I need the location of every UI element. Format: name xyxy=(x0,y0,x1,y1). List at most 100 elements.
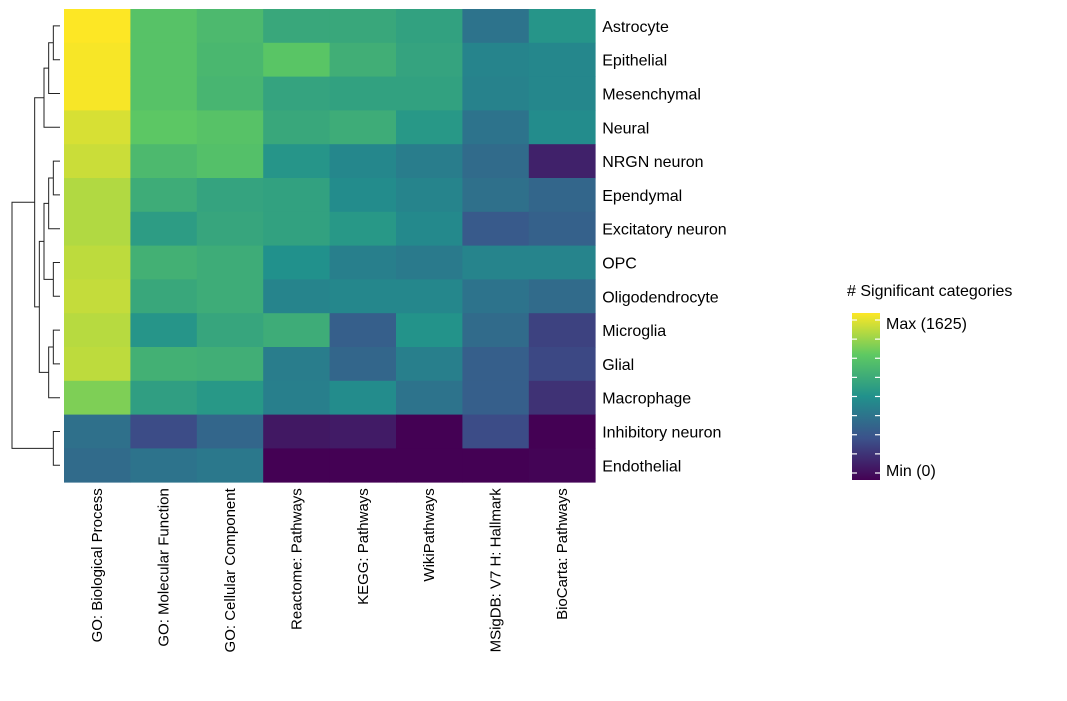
heatmap-cell xyxy=(329,414,397,449)
heatmap-cell xyxy=(263,9,330,44)
heatmap-cell xyxy=(329,245,397,280)
heatmap-cell xyxy=(528,448,596,483)
heatmap-cell xyxy=(196,178,264,213)
column-label: WikiPathways xyxy=(421,488,438,581)
heatmap-cell xyxy=(64,448,131,483)
heatmap-cell xyxy=(130,313,198,348)
heatmap-cell xyxy=(528,9,596,44)
column-labels: GO: Biological Process GO: Molecular Func… xyxy=(89,487,571,652)
heatmap-cell xyxy=(462,347,530,382)
heatmap-cell xyxy=(329,110,397,145)
heatmap-cell xyxy=(196,279,264,314)
legend-title: # Significant categories xyxy=(847,283,1012,300)
row-label: OPC xyxy=(602,256,637,273)
heatmap-cell xyxy=(130,110,198,145)
column-label: BioCarta: Pathways xyxy=(554,488,571,620)
heatmap-cell xyxy=(462,110,530,145)
heatmap-cell xyxy=(528,211,596,246)
heatmap-cell xyxy=(64,211,131,246)
heatmap-cell xyxy=(64,347,131,382)
heatmap-cell xyxy=(329,42,397,77)
heatmap-cell xyxy=(130,42,198,77)
column-label: GO: Biological Process xyxy=(89,488,106,642)
heatmap-cell xyxy=(196,448,264,483)
heatmap-cell xyxy=(130,347,198,382)
heatmap-cell xyxy=(396,144,463,179)
heatmap-cell xyxy=(329,380,397,415)
heatmap-cell xyxy=(329,178,397,213)
heatmap-cell xyxy=(396,42,463,77)
dendrogram-branch xyxy=(11,201,54,449)
heatmap-cell xyxy=(64,245,131,280)
heatmap-cell xyxy=(462,448,530,483)
heatmap-cell xyxy=(396,110,463,145)
heatmap-cell xyxy=(462,9,530,44)
column-label: GO: Molecular Function xyxy=(156,488,173,646)
dendrogram-branch xyxy=(52,329,60,365)
heatmap-cell xyxy=(130,9,198,44)
heatmap-cell xyxy=(528,347,596,382)
row-dendrogram xyxy=(11,25,60,466)
dendrogram-branch xyxy=(52,25,60,61)
heatmap-cell xyxy=(329,448,397,483)
legend-max-label: Max (1625) xyxy=(886,316,967,333)
heatmap-cell xyxy=(263,380,330,415)
row-label: Astrocyte xyxy=(602,19,669,36)
heatmap-cell xyxy=(329,9,397,44)
heatmap-cell xyxy=(64,9,131,44)
dendrogram-branch xyxy=(48,346,60,399)
row-label: Microglia xyxy=(602,323,666,340)
row-label: Inhibitory neuron xyxy=(602,425,721,442)
heatmap-cell xyxy=(263,347,330,382)
heatmap-cell xyxy=(263,211,330,246)
heatmap-cell xyxy=(396,347,463,382)
heatmap-cell xyxy=(528,76,596,111)
heatmap-cell xyxy=(64,76,131,111)
row-label: Macrophage xyxy=(602,391,691,408)
heatmap-cell xyxy=(130,448,198,483)
dendrogram-branch xyxy=(34,97,44,308)
row-label: NRGN neuron xyxy=(602,154,703,171)
heatmap-cell xyxy=(396,76,463,111)
heatmap-cell xyxy=(130,144,198,179)
heatmap-cell xyxy=(196,245,264,280)
heatmap-cell xyxy=(396,313,463,348)
heatmap-cell xyxy=(462,144,530,179)
heatmap-cell xyxy=(196,313,264,348)
heatmap-cell xyxy=(462,414,530,449)
heatmap-cell xyxy=(196,110,264,145)
heatmap-cell xyxy=(329,313,397,348)
legend-min-label: Min (0) xyxy=(886,463,936,480)
heatmap-cell xyxy=(528,380,596,415)
dendrogram-branch xyxy=(52,262,60,297)
dendrogram-branch xyxy=(43,67,60,128)
heatmap-cell xyxy=(462,245,530,280)
heatmap-cell xyxy=(130,211,198,246)
heatmap-cell xyxy=(196,9,264,44)
heatmap-cell xyxy=(64,279,131,314)
heatmap-cell xyxy=(196,380,264,415)
heatmap-cell xyxy=(462,313,530,348)
heatmap-cell xyxy=(196,144,264,179)
column-label: KEGG: Pathways xyxy=(355,488,372,605)
heatmap-cell xyxy=(528,144,596,179)
heatmap-cell xyxy=(396,448,463,483)
heatmap-cell xyxy=(64,414,131,449)
heatmap-cell xyxy=(462,211,530,246)
heatmap-cell xyxy=(64,313,131,348)
color-legend: # Significant categories Max (1625) Min … xyxy=(847,283,1012,480)
heatmap-cell xyxy=(130,178,198,213)
heatmap-cell xyxy=(263,110,330,145)
heatmap-cell xyxy=(329,211,397,246)
heatmap-cell xyxy=(263,279,330,314)
heatmap-cell xyxy=(528,178,596,213)
row-label: Glial xyxy=(602,357,634,374)
heatmap-cell xyxy=(462,178,530,213)
heatmap-cell xyxy=(462,76,530,111)
heatmap-cell xyxy=(462,42,530,77)
heatmap-cell xyxy=(396,380,463,415)
heatmap-cell xyxy=(528,245,596,280)
heatmap-cell xyxy=(329,347,397,382)
heatmap-cell xyxy=(263,448,330,483)
heatmap-cell xyxy=(196,347,264,382)
